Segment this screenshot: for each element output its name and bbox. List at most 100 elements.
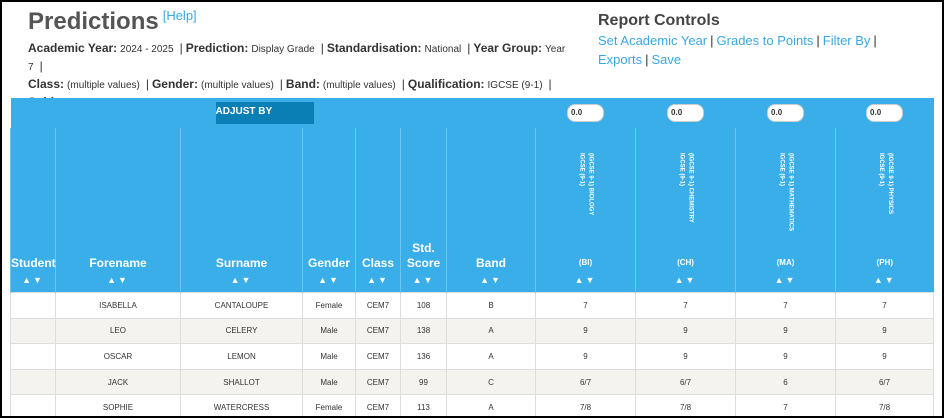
filter-label: Qualification:: [407, 77, 485, 91]
filters: Academic Year: 2024 - 2025 | Prediction: Dis…: [28, 40, 568, 112]
sort-arrow[interactable]: ▲: [674, 275, 686, 285]
sort-arrow[interactable]: ▼: [378, 275, 389, 285]
filter-line: Academic Year: 2024 - 2025 | Prediction: Dis…: [28, 40, 568, 76]
column-label: Class: [361, 256, 395, 270]
sort-controls: ▲▼: [11, 275, 55, 292]
sort-arrow[interactable]: ▲: [412, 275, 424, 285]
table-cell: 7/8: [835, 394, 935, 416]
sort-arrow[interactable]: ▲: [367, 275, 378, 285]
adjust-wrap: ADJUST BY: [11, 102, 536, 124]
table-cell: 6/7: [635, 368, 737, 396]
table-cell: 7: [735, 292, 837, 319]
column-header: Surname ▲▼: [180, 128, 303, 293]
adjust-input[interactable]: 0.0: [767, 104, 805, 122]
sort-controls: ▲▼: [536, 275, 635, 292]
sort-arrow[interactable]: ▲: [774, 275, 786, 285]
subject-qualification: IGCSE (9-1): [877, 153, 884, 187]
column-header: (IGCSE 9-1) PHYSICS IGCSE (9-1) (PH) ▲▼: [835, 128, 934, 293]
sort-arrow[interactable]: ▼: [118, 275, 129, 285]
column-label: Surname: [215, 256, 268, 270]
table-cell: 108: [400, 292, 447, 319]
sort-arrow[interactable]: ▼: [33, 275, 44, 285]
sort-arrow[interactable]: ▼: [685, 275, 697, 285]
sort-arrow[interactable]: ▲: [22, 275, 33, 285]
sort-arrow[interactable]: ▲: [873, 275, 885, 285]
subject-name: (IGCSE 9-1) BIOLOGY IGCSE (9-1): [577, 153, 595, 243]
table-cell: SHALLOT: [180, 368, 303, 396]
table-cell: 138: [400, 317, 447, 345]
table-cell: 6/7: [835, 368, 935, 396]
table-cell: 7: [635, 292, 737, 319]
sort-arrow[interactable]: ▲: [480, 275, 492, 285]
filter-value: (multiple values): [67, 80, 140, 91]
table-cell: CELERY: [180, 317, 303, 345]
student-cell: [10, 292, 56, 319]
sort-arrow[interactable]: ▲: [574, 275, 586, 285]
subject-code: (PH): [876, 258, 893, 267]
column-header: Forename ▲▼: [55, 128, 181, 293]
table-cell: CEM7: [355, 343, 401, 370]
adjust-input[interactable]: 0.0: [667, 104, 705, 122]
separator: |: [279, 77, 283, 91]
subject-title: (IGCSE 9-1) CHEMISTRY: [687, 153, 694, 223]
table-cell: A: [445, 343, 537, 370]
subject-title: (IGCSE 9-1) MATHEMATICS: [787, 153, 794, 232]
sort-arrow[interactable]: ▼: [585, 275, 597, 285]
sort-arrow[interactable]: ▼: [329, 275, 340, 285]
sort-arrow[interactable]: ▼: [241, 275, 253, 285]
table-cell: 9: [635, 343, 737, 370]
table-cell: C: [445, 368, 537, 396]
sort-arrow[interactable]: ▲: [107, 275, 118, 285]
data-row: JACK SHALLOT Male CEM7 99 C 6/7 6/7 6 6/7: [10, 368, 935, 396]
adjust-input[interactable]: 0.0: [866, 104, 904, 122]
sort-arrow[interactable]: ▼: [884, 275, 896, 285]
table-cell: Female: [302, 394, 356, 416]
report-link[interactable]: Filter By: [822, 33, 871, 48]
sort-arrow[interactable]: ▼: [785, 275, 797, 285]
column-header: (IGCSE 9-1) BIOLOGY IGCSE (9-1) (BI) ▲▼: [535, 128, 636, 293]
filter-label: Band:: [285, 77, 320, 91]
table-cell: 113: [400, 394, 447, 416]
column-label: Student: [11, 256, 56, 270]
sort-controls: ▲▼: [401, 275, 446, 292]
table-cell: 7: [735, 394, 837, 416]
report-link[interactable]: Save: [651, 52, 682, 67]
table-cell: A: [445, 317, 537, 345]
sort-arrow[interactable]: ▲: [318, 275, 329, 285]
sort-controls: ▲▼: [447, 275, 535, 292]
report-link[interactable]: Exports: [598, 52, 643, 67]
filter-label: Class:: [28, 77, 65, 91]
sort-arrow[interactable]: ▲: [230, 275, 242, 285]
separator: |: [145, 77, 149, 91]
sort-arrow[interactable]: ▼: [491, 275, 502, 285]
separator: |: [467, 41, 471, 55]
report-link[interactable]: Set Academic Year: [598, 33, 708, 48]
column-label: Gender: [307, 256, 350, 270]
adjust-button[interactable]: ADJUST BY: [215, 102, 314, 124]
table-cell: Male: [302, 368, 356, 396]
table-cell: 9: [735, 343, 837, 370]
filter-value: Display Grade: [251, 44, 315, 55]
adjust-input[interactable]: 0.0: [567, 104, 605, 122]
table-cell: 9: [535, 343, 637, 370]
adjust-cell: 0.0: [635, 98, 736, 128]
adjust-row: ADJUST BY 0.0 0.0 0.0 0.0: [10, 98, 934, 128]
table-cell: 9: [735, 317, 837, 345]
separator: |: [39, 59, 43, 73]
sort-arrow[interactable]: ▼: [423, 275, 435, 285]
subject-code: (MA): [776, 258, 795, 267]
subject-name: (IGCSE 9-1) PHYSICS IGCSE (9-1): [876, 153, 894, 243]
column-label: Std. Score: [406, 241, 441, 270]
sort-controls: ▲▼: [56, 275, 180, 292]
sort-controls: ▲▼: [636, 275, 735, 292]
separator: |: [710, 33, 714, 48]
subject-code: (CH): [677, 258, 694, 267]
report-link[interactable]: Grades to Points: [716, 33, 814, 48]
column-header: Student ▲▼: [10, 128, 56, 293]
table-cell: 6: [735, 368, 837, 396]
help-link[interactable]: [Help]: [162, 8, 197, 23]
table-cell: SOPHIE: [55, 394, 181, 416]
adjust-cell: 0.0: [735, 98, 836, 128]
sort-controls: ▲▼: [356, 275, 400, 292]
